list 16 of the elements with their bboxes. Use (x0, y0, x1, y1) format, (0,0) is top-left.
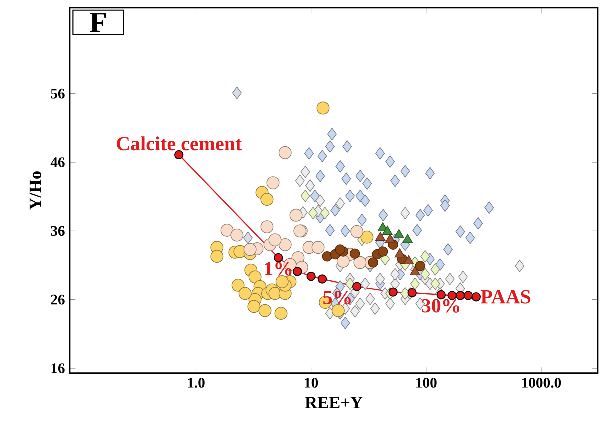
y-tick-label: 36 (51, 226, 65, 236)
x-tick-label: 1.0 (188, 378, 205, 388)
annotation: 30% (422, 299, 460, 313)
x-tick-label: 100 (416, 378, 437, 388)
annotation: 1% (265, 262, 292, 276)
x-axis-title: REE+Y (305, 397, 363, 408)
x-tick-label: 1000.0 (522, 378, 562, 388)
y-tick-label: 46 (50, 158, 65, 168)
annotation: Calcite cement (117, 136, 242, 151)
annotation: F (90, 13, 106, 32)
y-tick-label: 56 (51, 88, 65, 99)
y-axis-title: Y/Ho (30, 172, 42, 210)
x-tick-label: 10 (305, 378, 318, 388)
annotation: PAAS (480, 290, 531, 304)
y-tick-label: 16 (52, 364, 65, 374)
y-tick-label: 26 (51, 294, 65, 305)
